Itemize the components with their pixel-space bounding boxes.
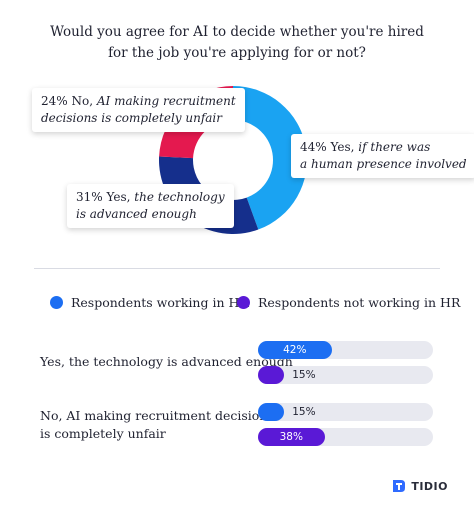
legend-item-nonhr: Respondents not working in HR: [237, 295, 460, 310]
callout-yes-human: 44% Yes, if there was a human presence i…: [291, 134, 474, 178]
legend-item-hr: Respondents working in HR: [50, 295, 249, 310]
legend-dot-hr: [50, 296, 63, 309]
callout-yes-human-text3: a human presence involved: [300, 157, 467, 171]
bar-yes-hr: 42%: [258, 341, 332, 359]
bar-track-yes-hr: 42%: [258, 341, 433, 359]
chart-title: Would you agree for AI to decide whether…: [0, 22, 474, 64]
callout-yes-human-text1: Yes,: [330, 140, 355, 154]
section-divider: [34, 268, 440, 269]
bar-row-label-2-line1: No, AI making recruitment decisions: [40, 408, 274, 423]
bar-label-no-nonhr: 38%: [279, 431, 303, 443]
donut-slice-yes-human: [233, 86, 307, 230]
callout-no-text3: decisions is completely unfair: [41, 111, 223, 125]
callout-yes-human-text2: if there was: [358, 140, 431, 154]
callout-yes-tech-text3: is advanced enough: [76, 207, 197, 221]
bar-track-yes-nonhr: 15%: [258, 366, 433, 384]
callout-no-text2: AI making recruitment: [96, 94, 236, 108]
bar-row-label-2-line2: is completely unfair: [40, 426, 166, 441]
legend-label-hr: Respondents working in HR: [71, 295, 249, 310]
bar-track-no-hr: 15%: [258, 403, 433, 421]
tidio-logo-icon: [393, 480, 406, 492]
callout-yes-tech-text2: the technology: [134, 190, 225, 204]
bar-no-nonhr: 38%: [258, 428, 325, 446]
callout-yes-human-pct: 44%: [300, 140, 327, 154]
legend-label-nonhr: Respondents not working in HR: [258, 295, 461, 310]
bar-yes-nonhr: [258, 366, 285, 384]
callout-no-pct: 24%: [41, 94, 68, 108]
bar-row-label-2: No, AI making recruitment decisions is c…: [40, 407, 274, 443]
bar-row-label-1: Yes, the technology is advanced enough: [40, 354, 293, 369]
bar-no-hr: [258, 403, 285, 421]
bar-track-no-nonhr: 38%: [258, 428, 433, 446]
title-line-2: for the job you're applying for or not?: [108, 45, 366, 61]
tidio-logo: TIDIO: [391, 479, 448, 493]
tidio-logo-text: TIDIO: [411, 479, 448, 493]
callout-yes-tech-text1: Yes,: [106, 190, 131, 204]
callout-no-text1: No,: [71, 94, 94, 108]
title-line-1: Would you agree for AI to decide whether…: [50, 24, 424, 40]
bar-label-yes-hr: 42%: [283, 344, 307, 356]
bar-label-yes-nonhr: 15%: [292, 369, 316, 381]
callout-yes-tech-pct: 31%: [76, 190, 103, 204]
legend-dot-nonhr: [237, 296, 250, 309]
callout-yes-tech: 31% Yes, the technology is advanced enou…: [67, 184, 234, 228]
bar-label-no-hr: 15%: [292, 406, 316, 418]
callout-no: 24% No, AI making recruitment decisions …: [32, 88, 245, 132]
